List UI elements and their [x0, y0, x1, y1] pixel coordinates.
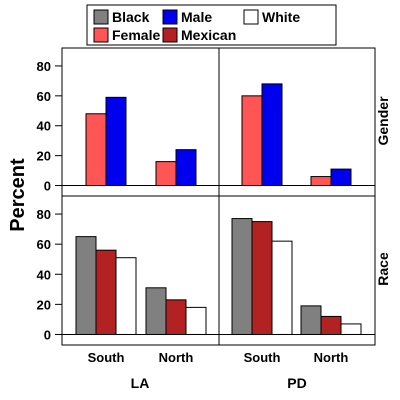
column-label-la: LA: [131, 375, 150, 391]
bar-pd-race-south-black: [231, 218, 253, 335]
column-label-pd: PD: [287, 375, 306, 391]
y-tick-label-gender-20: 20: [37, 149, 51, 164]
legend-label-mexican: Mexican: [181, 27, 236, 43]
bar-la-gender-south-female: [85, 113, 107, 187]
legend-item-female: Female: [93, 27, 160, 43]
bar-la-gender-south-male: [105, 96, 127, 187]
y-tick-label-gender-0: 0: [44, 179, 51, 194]
bar-la-race-north-white: [185, 306, 207, 335]
y-tick-label-race-0: 0: [44, 327, 51, 342]
legend-item-mexican: Mexican: [162, 27, 236, 43]
row-label-race: Race: [375, 252, 391, 286]
y-tick-label-gender-60: 60: [37, 89, 51, 104]
bar-pd-race-north-black: [300, 305, 322, 335]
bar-la-race-north-black: [145, 287, 167, 335]
y-tick-label-race-20: 20: [37, 297, 51, 312]
bar-la-race-south-white: [115, 257, 137, 335]
legend: Black Male White Female Mexican: [86, 4, 337, 46]
bar-la-race-south-black: [75, 236, 97, 335]
x-tick-label-pd-south: South: [244, 350, 281, 365]
y-axis-title: Percent: [7, 158, 29, 232]
legend-swatch-white: [243, 9, 259, 25]
y-tick-label-gender-80: 80: [37, 59, 51, 74]
legend-label-female: Female: [112, 27, 160, 43]
legend-label-male: Male: [181, 9, 212, 25]
legend-swatch-male: [162, 9, 178, 25]
y-tick-label-gender-40: 40: [37, 119, 51, 134]
bar-pd-race-north-white: [340, 323, 362, 335]
bar-pd-race-north-mexican: [320, 315, 342, 335]
legend-swatch-female: [93, 27, 109, 43]
legend-box: [86, 4, 337, 46]
legend-item-black: Black: [93, 9, 150, 25]
legend-item-white: White: [243, 9, 300, 25]
bar-pd-gender-south-male: [261, 83, 283, 187]
bar-la-gender-north-male: [175, 149, 197, 187]
row-label-gender: Gender: [375, 96, 391, 146]
bar-pd-gender-north-male: [330, 168, 352, 187]
legend-item-male: Male: [162, 9, 212, 25]
bar-la-gender-north-female: [155, 161, 177, 187]
bar-pd-gender-north-female: [310, 176, 332, 187]
legend-swatch-mexican: [162, 27, 178, 43]
panel-frames: [61, 47, 376, 346]
legend-label-white: White: [262, 9, 300, 25]
bar-la-race-south-mexican: [95, 249, 117, 335]
y-tick-label-race-80: 80: [37, 207, 51, 222]
bar-pd-race-south-mexican: [251, 221, 273, 335]
bar-la-race-north-mexican: [165, 299, 187, 335]
legend-swatch-black: [93, 9, 109, 25]
legend-label-black: Black: [112, 9, 150, 25]
bar-pd-race-south-white: [271, 240, 293, 335]
y-tick-label-race-60: 60: [37, 237, 51, 252]
x-tick-label-la-north: North: [159, 350, 194, 365]
x-tick-label-pd-north: North: [314, 350, 349, 365]
y-tick-label-race-40: 40: [37, 267, 51, 282]
bar-pd-gender-south-female: [241, 95, 263, 187]
x-tick-label-la-south: South: [88, 350, 125, 365]
